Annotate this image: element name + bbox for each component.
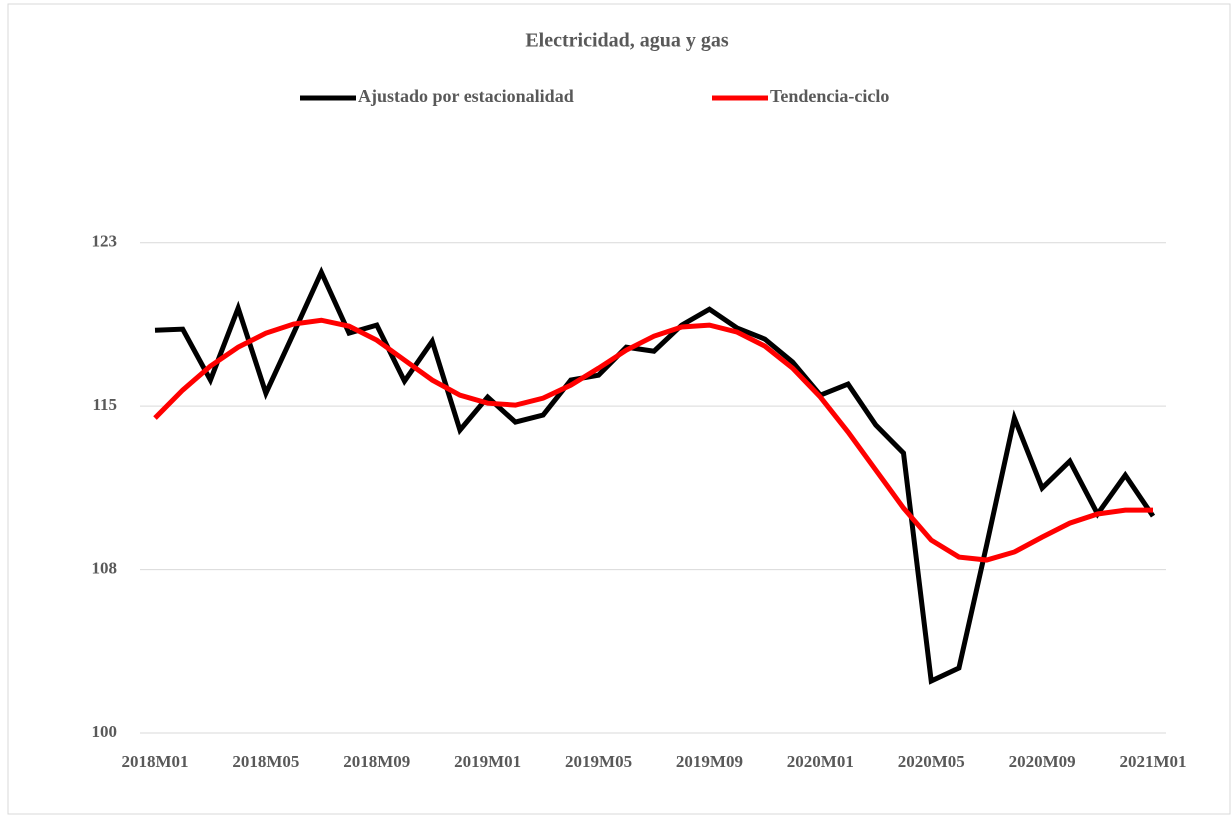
y-tick-label: 100 — [92, 722, 118, 741]
series-line — [153, 317, 1153, 563]
x-tick-label: 2020M05 — [898, 752, 965, 771]
chart-title: Electricidad, agua y gas — [525, 30, 729, 52]
x-tick-label: 2018M05 — [232, 752, 299, 771]
y-tick-label: 115 — [92, 395, 117, 414]
series-line — [154, 266, 1156, 685]
x-tick-label: 2021M01 — [1119, 752, 1186, 771]
legend-label: Ajustado por estacionalidad — [358, 86, 574, 106]
y-tick-label: 123 — [92, 232, 118, 251]
legend-label: Tendencia-ciclo — [770, 86, 889, 106]
x-tick-label: 2018M01 — [121, 752, 188, 771]
chart-border — [7, 3, 1231, 815]
x-tick-label: 2019M05 — [565, 752, 632, 771]
x-tick-label: 2019M01 — [454, 752, 521, 771]
x-tick-label: 2020M01 — [787, 752, 854, 771]
x-tick-label: 2018M09 — [343, 752, 410, 771]
y-tick-label: 108 — [92, 558, 118, 577]
x-tick-label: 2020M09 — [1009, 752, 1076, 771]
x-tick-label: 2019M09 — [676, 752, 743, 771]
